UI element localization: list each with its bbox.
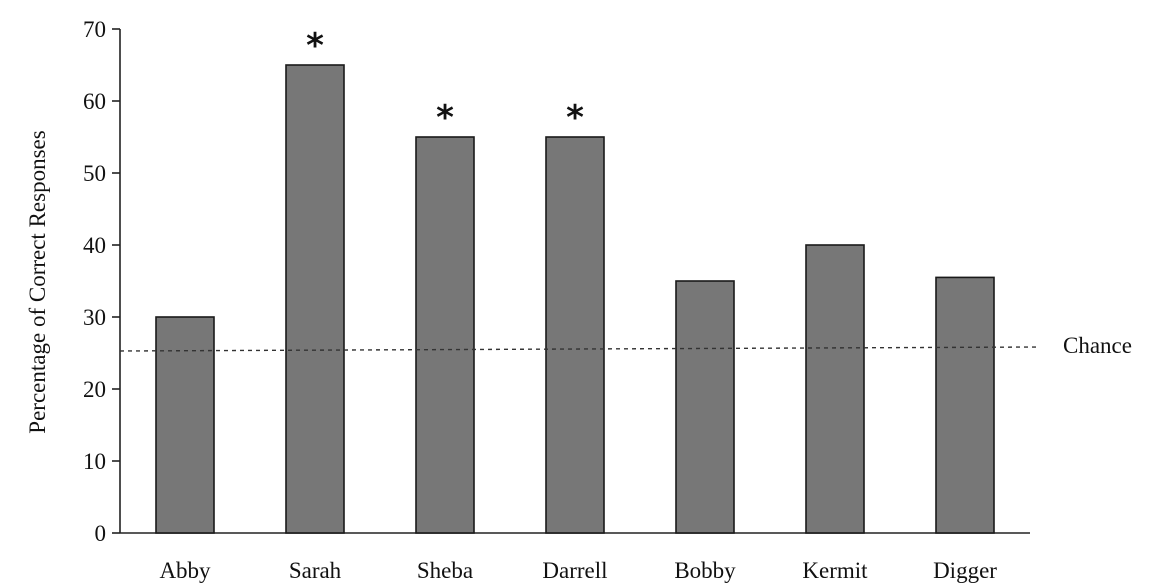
- bar-darrell: [545, 136, 605, 534]
- y-tick-label: 20: [83, 377, 106, 402]
- x-category-label: Sarah: [289, 558, 342, 583]
- bars: [155, 64, 995, 534]
- x-category-label: Digger: [933, 558, 997, 583]
- x-category-label: Darrell: [542, 558, 607, 583]
- x-category-label: Sheba: [417, 558, 473, 583]
- chance-reference: [119, 346, 1041, 352]
- bar-sheba: [415, 136, 475, 534]
- significance-marker: *: [436, 98, 454, 138]
- y-tick-label: 70: [83, 17, 106, 42]
- bar-digger: [935, 276, 995, 534]
- y-tick-label: 50: [83, 161, 106, 186]
- x-category-label: Kermit: [802, 558, 868, 583]
- bar-sarah: [285, 64, 345, 534]
- y-tick-label: 10: [83, 449, 106, 474]
- x-category-label: Abby: [159, 558, 211, 583]
- bar-kermit: [805, 244, 865, 534]
- bar-bobby: [675, 280, 735, 534]
- labels: 0 10 20 30 40 50 60 70 Abby Sarah * Sheba * Darrell * B…: [83, 17, 1132, 583]
- bar-abby: [155, 316, 215, 534]
- y-tick-label: 60: [83, 89, 106, 114]
- chance-line: [119, 346, 1041, 352]
- significance-marker: *: [306, 26, 324, 66]
- x-category-label: Bobby: [674, 558, 736, 583]
- y-tick-label: 40: [83, 233, 106, 258]
- significance-marker: *: [566, 98, 584, 138]
- y-tick-label: 30: [83, 305, 106, 330]
- chance-label: Chance: [1063, 333, 1132, 358]
- y-axis-title: Percentage of Correct Responses: [25, 130, 50, 433]
- y-tick-label: 0: [95, 521, 107, 546]
